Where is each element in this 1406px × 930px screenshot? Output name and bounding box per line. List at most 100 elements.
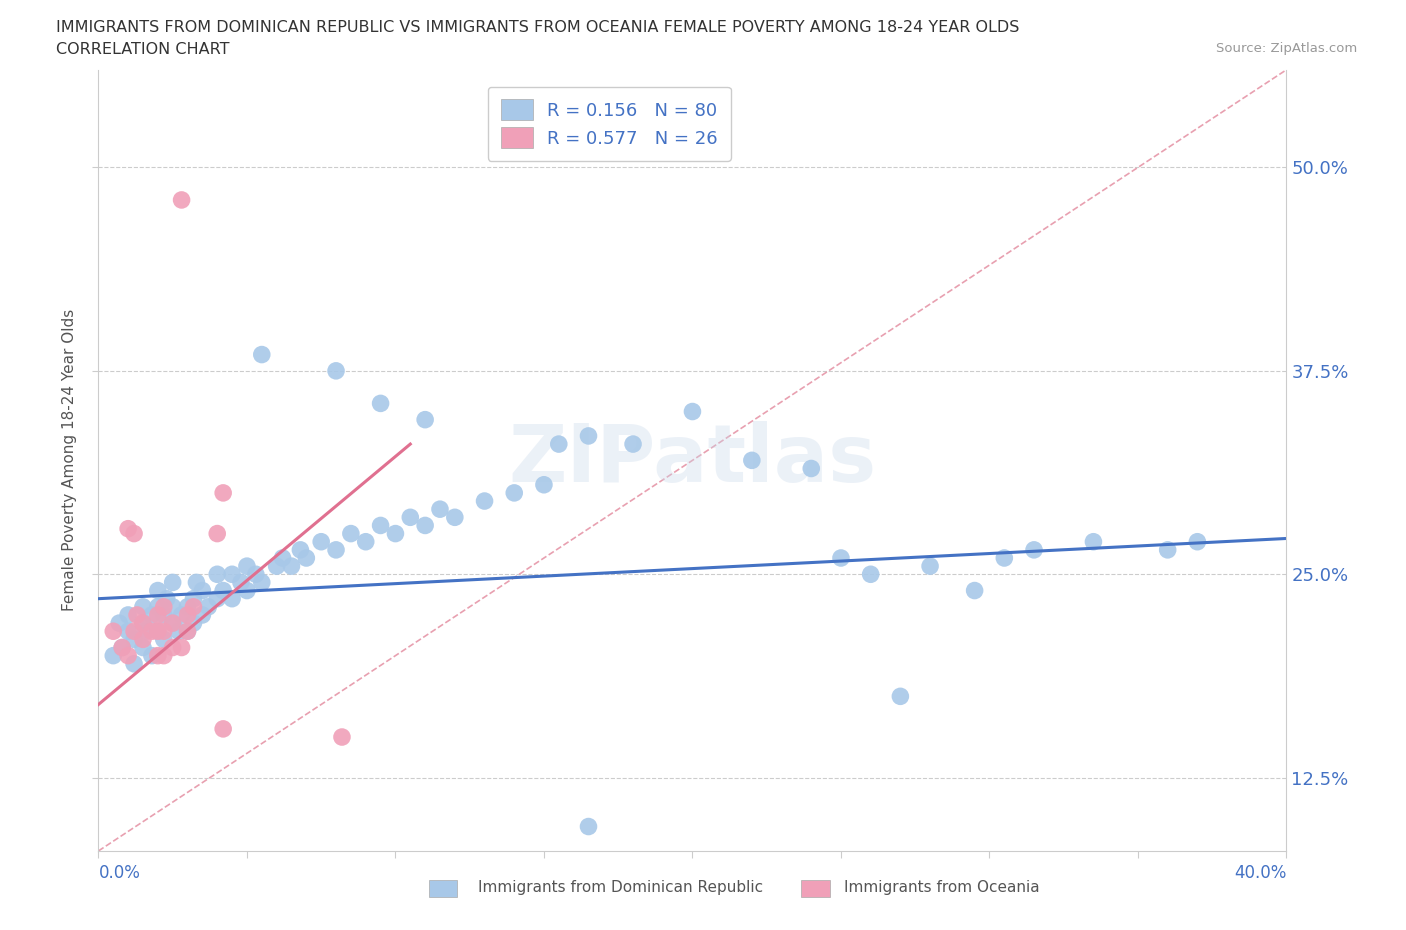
Point — [474, 494, 496, 509]
Text: Immigrants from Dominican Republic: Immigrants from Dominican Republic — [478, 880, 763, 895]
Point — [295, 551, 318, 565]
Point — [205, 526, 228, 541]
Point — [162, 575, 184, 590]
Point — [325, 364, 347, 379]
Point — [146, 624, 169, 639]
Point — [236, 583, 259, 598]
Point — [309, 535, 332, 550]
Point — [547, 437, 569, 452]
Point — [212, 485, 235, 500]
Point — [681, 405, 703, 419]
Text: 0.0%: 0.0% — [98, 864, 141, 882]
Point — [132, 616, 155, 631]
Point — [197, 600, 219, 615]
Point — [152, 648, 174, 663]
Point — [125, 607, 148, 622]
Point — [122, 632, 145, 647]
Point — [117, 607, 139, 622]
Point — [156, 591, 179, 606]
Legend: R = 0.156   N = 80, R = 0.577   N = 26: R = 0.156 N = 80, R = 0.577 N = 26 — [488, 86, 731, 161]
Point — [103, 648, 125, 663]
Point — [162, 616, 184, 631]
Point — [152, 624, 174, 639]
Point — [162, 640, 184, 655]
Point — [290, 542, 312, 557]
Point — [103, 624, 125, 639]
Point — [578, 819, 600, 834]
Point — [963, 583, 986, 598]
Point — [152, 632, 174, 647]
Point — [429, 502, 451, 517]
Point — [146, 648, 169, 663]
Point — [117, 624, 139, 639]
Point — [132, 600, 155, 615]
Point — [146, 624, 169, 639]
Text: CORRELATION CHART: CORRELATION CHART — [56, 42, 229, 57]
Point — [271, 551, 294, 565]
Point — [141, 624, 163, 639]
Point — [330, 730, 353, 745]
Point — [135, 624, 157, 639]
Point — [162, 600, 184, 615]
Point — [111, 640, 134, 655]
Point — [229, 575, 252, 590]
Text: 40.0%: 40.0% — [1234, 864, 1286, 882]
Point — [236, 559, 259, 574]
Point — [141, 648, 163, 663]
Point — [141, 607, 163, 622]
Point — [741, 453, 763, 468]
Point — [176, 624, 198, 639]
Point — [443, 510, 465, 525]
Point — [340, 526, 363, 541]
Point — [122, 657, 145, 671]
Y-axis label: Female Poverty Among 18-24 Year Olds: Female Poverty Among 18-24 Year Olds — [62, 309, 77, 612]
Point — [245, 567, 267, 582]
Point — [162, 616, 184, 631]
Point — [621, 437, 644, 452]
Point — [146, 607, 169, 622]
Point — [859, 567, 882, 582]
Point — [146, 583, 169, 598]
Point — [170, 640, 193, 655]
Point — [132, 616, 155, 631]
Text: Immigrants from Oceania: Immigrants from Oceania — [844, 880, 1039, 895]
Point — [176, 607, 198, 622]
Point — [221, 591, 243, 606]
Point — [384, 526, 406, 541]
Point — [170, 193, 193, 207]
Point — [280, 559, 302, 574]
Point — [503, 485, 526, 500]
Point — [205, 591, 228, 606]
Point — [325, 542, 347, 557]
Point — [152, 607, 174, 622]
Point — [205, 567, 228, 582]
Point — [221, 567, 243, 582]
Point — [1156, 542, 1178, 557]
Point — [176, 624, 198, 639]
Point — [191, 583, 214, 598]
Point — [146, 600, 169, 615]
Point — [183, 600, 205, 615]
Point — [183, 616, 205, 631]
Point — [122, 624, 145, 639]
Point — [111, 640, 134, 655]
Point — [370, 518, 392, 533]
Point — [578, 429, 600, 444]
Point — [920, 559, 942, 574]
Point — [1022, 542, 1045, 557]
Text: IMMIGRANTS FROM DOMINICAN REPUBLIC VS IMMIGRANTS FROM OCEANIA FEMALE POVERTY AMO: IMMIGRANTS FROM DOMINICAN REPUBLIC VS IM… — [56, 20, 1019, 35]
Point — [830, 551, 852, 565]
Point — [122, 526, 145, 541]
Point — [413, 412, 436, 427]
Point — [117, 648, 139, 663]
Point — [800, 461, 823, 476]
Point — [413, 518, 436, 533]
Point — [1187, 535, 1209, 550]
Point — [117, 521, 139, 536]
Point — [370, 396, 392, 411]
Point — [266, 559, 288, 574]
Text: ZIPatlas: ZIPatlas — [509, 421, 876, 499]
Point — [212, 722, 235, 737]
Point — [132, 640, 155, 655]
Point — [191, 607, 214, 622]
